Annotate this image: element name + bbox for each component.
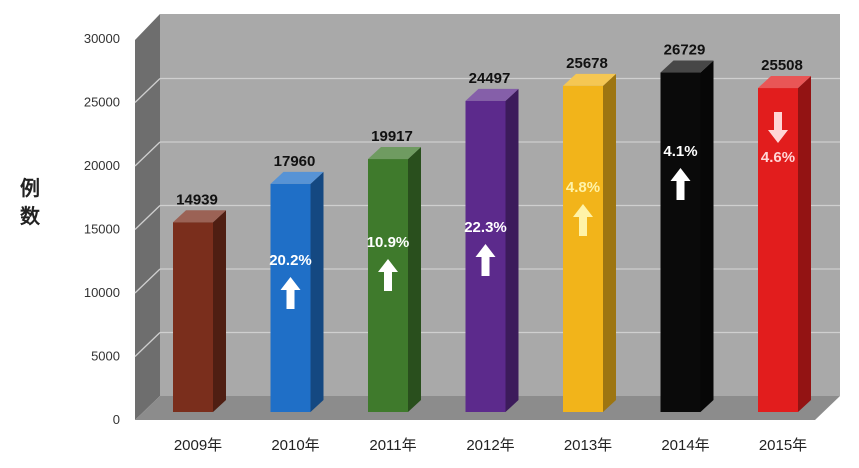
bar-2015年: 25508 4.6% [758,57,811,412]
bar-2014年: 26729 4.1% [660,42,714,413]
y-tick-label: 25000 [84,95,120,110]
value-label: 24497 [469,70,511,87]
value-label: 19917 [371,128,413,145]
y-tick-label: 30000 [84,31,120,46]
bar-top [660,60,714,73]
y-tick-label: 10000 [84,285,120,300]
arrow-up-icon [475,244,496,276]
x-tick-label: 2015年 [759,437,807,454]
gridline-side [134,78,161,103]
bar-side [505,88,519,413]
bar-side [700,60,714,413]
arrow-up-icon [573,204,593,236]
arrow-up-icon [670,168,691,200]
value-label: 17960 [274,153,316,170]
bar-side [408,147,421,413]
x-tick-label: 2013年 [564,437,612,454]
value-label: 26729 [664,42,706,59]
x-tick-label: 2009年 [174,437,222,454]
bar-2013年: 25678 4.8% [563,55,616,412]
bar-2011年: 19917 10.9% [367,128,421,413]
y-tick-label: 15000 [84,222,120,237]
bar-side [310,171,324,412]
bar-top [758,76,811,89]
bar-side [798,76,811,412]
y-axis-label-char: 例 [20,176,40,200]
change-label: 4.8% [566,179,600,196]
change-label: 20.2% [269,252,312,269]
bar-top [465,88,519,101]
bar-front [563,85,603,412]
y-tick-label: 5000 [91,349,120,364]
x-tick-label: 2012年 [466,437,514,454]
bar-top [563,73,616,86]
y-tick-label: 20000 [84,158,120,173]
bar-2009年: 14939 [173,191,226,412]
value-label: 25508 [761,57,803,74]
value-label: 25678 [566,55,608,72]
gridline-side [134,268,161,294]
arrow-up-icon [378,259,398,291]
bar-side [603,73,616,412]
bar-top [270,171,324,184]
change-label: 22.3% [464,219,507,236]
bar-side [213,210,226,412]
bar-front [660,72,701,413]
y-tick-label: 0 [113,412,120,427]
change-label: 4.6% [761,149,795,166]
value-label: 14939 [176,191,218,208]
arrow-down-icon [768,112,788,143]
bar-top [173,210,226,223]
y-axis-label: 例数 [20,176,41,228]
bar-front [173,222,213,412]
gridline-side [134,141,161,167]
bar-top [368,147,421,160]
bar-2010年: 17960 20.2% [269,153,324,412]
bar-2012年: 24497 22.3% [464,70,519,413]
arrow-up-icon [280,277,301,309]
x-tick-label: 2010年 [271,437,319,454]
change-label: 4.1% [663,143,697,160]
change-label: 10.9% [367,234,410,251]
x-tick-label: 2011年 [369,437,416,454]
y-axis-label-char: 数 [20,204,41,228]
gridline-side [134,205,161,230]
gridline-side [134,332,161,357]
x-tick-label: 2014年 [661,437,709,454]
